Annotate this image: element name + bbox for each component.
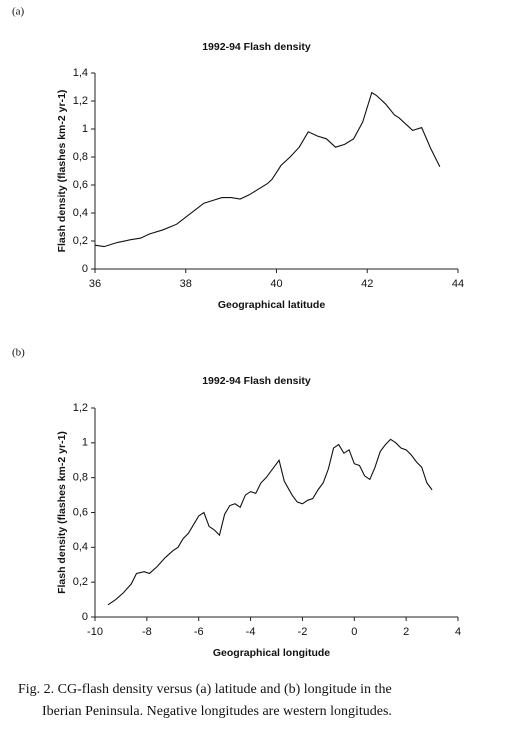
y-tick-label: 0	[82, 263, 88, 275]
y-tick-label: 0,4	[73, 207, 88, 219]
x-tick-label: -10	[87, 626, 103, 638]
y-tick-label: 0,2	[73, 576, 88, 588]
x-tick-label: -4	[246, 626, 256, 638]
y-tick-label: 0,4	[73, 541, 88, 553]
x-tick-label: -8	[142, 626, 152, 638]
chart-title: 1992-94 Flash density	[202, 375, 311, 387]
caption-line: Fig. 2. CG-flash density versus (a) lati…	[18, 682, 392, 697]
y-tick-label: 1,2	[73, 95, 88, 107]
panel-label: (b)	[12, 347, 25, 359]
y-tick-label: 0,8	[73, 151, 88, 163]
y-tick-label: 0,6	[73, 506, 88, 518]
x-tick-label: 4	[455, 626, 461, 638]
y-tick-label: 0,8	[73, 472, 88, 484]
x-tick-label: -2	[298, 626, 308, 638]
x-tick-label: 36	[89, 278, 101, 290]
y-tick-label: 0	[82, 611, 88, 623]
y-tick-label: 0,2	[73, 235, 88, 247]
data-line	[94, 91, 441, 248]
x-tick-label: 38	[180, 278, 192, 290]
y-tick-label: 1	[82, 437, 88, 449]
y-axis-label: Flash density (flashes km-2 yr-1)	[56, 90, 68, 253]
y-tick-label: 1,4	[73, 67, 88, 79]
x-tick-label: 40	[270, 278, 282, 290]
y-tick-label: 1,2	[73, 402, 88, 414]
x-tick-label: 44	[452, 278, 464, 290]
x-axis-label: Geographical latitude	[218, 299, 326, 311]
caption-line: Iberian Peninsula. Negative longitudes a…	[42, 704, 392, 719]
chart-title: 1992-94 Flash density	[202, 41, 311, 53]
x-tick-label: -6	[194, 626, 204, 638]
x-tick-label: 0	[351, 626, 357, 638]
panel-label: (a)	[12, 6, 25, 18]
y-tick-label: 1	[82, 123, 88, 135]
data-line	[107, 438, 433, 606]
y-tick-label: 0,6	[73, 179, 88, 191]
x-tick-label: 2	[403, 626, 409, 638]
x-axis-label: Geographical longitude	[213, 647, 330, 659]
x-tick-label: 42	[361, 278, 373, 290]
y-axis-label: Flash density (flashes km-2 yr-1)	[56, 431, 68, 594]
